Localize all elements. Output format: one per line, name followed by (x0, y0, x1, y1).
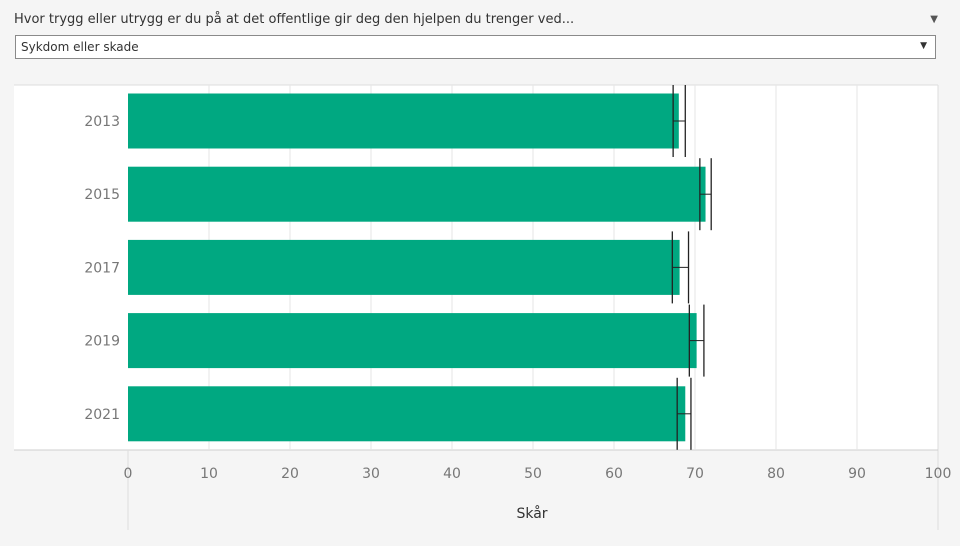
chevron-down-icon[interactable]: ▼ (930, 14, 938, 25)
x-axis-labels: 0 10 20 30 40 50 60 70 80 90 100 (124, 466, 952, 482)
category-dropdown[interactable]: Sykdom eller skade ▼ (15, 35, 936, 59)
x-tick-label: 40 (443, 466, 461, 482)
y-tick-label: 2021 (84, 407, 120, 423)
y-tick-label: 2013 (84, 114, 120, 130)
y-tick-label: 2015 (84, 187, 120, 203)
bar (128, 386, 686, 442)
chevron-down-icon[interactable]: ▼ (920, 41, 927, 51)
x-tick-label: 90 (848, 466, 866, 482)
x-tick-label: 30 (362, 466, 380, 482)
dropdown-selected-value: Sykdom eller skade (21, 40, 139, 54)
x-tick-label: 70 (686, 466, 704, 482)
chart-bars (128, 93, 706, 442)
bar (128, 166, 706, 222)
question-title: Hvor trygg eller utrygg er du på at det … (14, 12, 575, 27)
x-tick-label: 20 (281, 466, 299, 482)
question-header[interactable]: Hvor trygg eller utrygg er du på at det … (14, 10, 944, 32)
y-tick-label: 2017 (84, 260, 120, 276)
x-tick-label: 10 (200, 466, 218, 482)
chart-error-bars (671, 85, 712, 450)
y-tick-label: 2019 (84, 334, 120, 350)
chart-frame (14, 84, 939, 530)
x-tick-label: 80 (767, 466, 785, 482)
x-axis-title: Skår (516, 505, 547, 522)
bar (128, 313, 697, 369)
y-axis-labels: 2013 2015 2017 2019 2021 (84, 114, 120, 423)
x-tick-label: 60 (605, 466, 623, 482)
x-tick-label: 0 (124, 466, 133, 482)
x-tick-label: 50 (524, 466, 542, 482)
x-tick-label: 100 (925, 466, 952, 482)
bar (128, 239, 680, 295)
bar (128, 93, 679, 149)
